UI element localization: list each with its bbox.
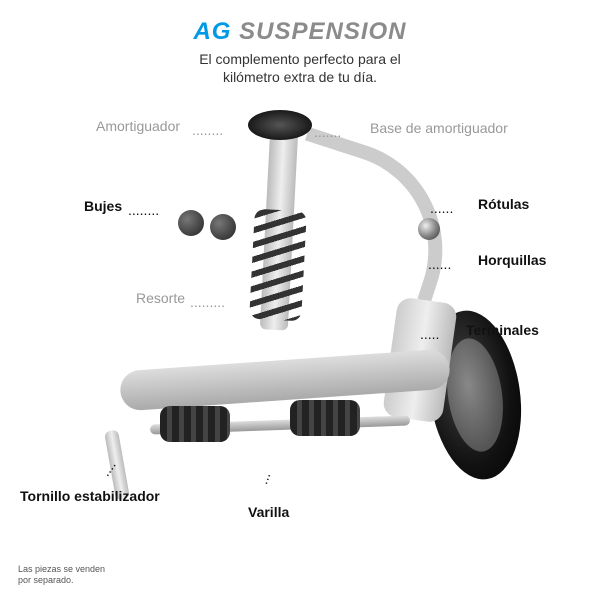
top-mount-shape: [248, 110, 312, 140]
footnote: Las piezas se venden por separado.: [18, 564, 105, 587]
suspension-diagram: Amortiguador ........ Base de amortiguad…: [0, 100, 600, 540]
spring-shape: [249, 209, 307, 322]
dots-amortiguador: ........: [192, 122, 223, 138]
label-amortiguador: Amortiguador: [96, 118, 180, 134]
subtitle: El complemento perfecto para el kilómetr…: [0, 50, 600, 86]
dots-base: .......: [314, 124, 341, 140]
label-varilla: Varilla: [248, 504, 289, 520]
footnote-line-2: por separado.: [18, 575, 74, 585]
dots-horquillas: ......: [428, 256, 451, 272]
ball-joint-shape: [418, 218, 440, 240]
bushings-shape: [178, 210, 236, 240]
subtitle-line-1: El complemento perfecto para el: [199, 51, 401, 67]
dots-bujes: ........: [128, 202, 159, 218]
dots-rotulas: ......: [430, 200, 453, 216]
label-terminales: Terminales: [466, 322, 539, 338]
label-rotulas: Rótulas: [478, 196, 529, 212]
label-bujes: Bujes: [84, 198, 122, 214]
label-base: Base de amortiguador: [370, 120, 508, 136]
label-resorte: Resorte: [136, 290, 185, 306]
boot-shape-2: [290, 400, 360, 436]
subtitle-line-2: kilómetro extra de tu día.: [223, 69, 377, 85]
dots-terminales: .....: [420, 326, 439, 342]
dots-resorte: .........: [190, 294, 225, 310]
label-tornillo: Tornillo estabilizador: [20, 488, 160, 504]
page-title: AG SUSPENSION: [0, 0, 600, 46]
title-suffix: SUSPENSION: [239, 18, 406, 45]
label-horquillas: Horquillas: [478, 252, 546, 268]
footnote-line-1: Las piezas se venden: [18, 564, 105, 574]
title-prefix: AG: [193, 18, 231, 45]
boot-shape-1: [160, 406, 230, 442]
dots-varilla: ...: [254, 470, 273, 486]
